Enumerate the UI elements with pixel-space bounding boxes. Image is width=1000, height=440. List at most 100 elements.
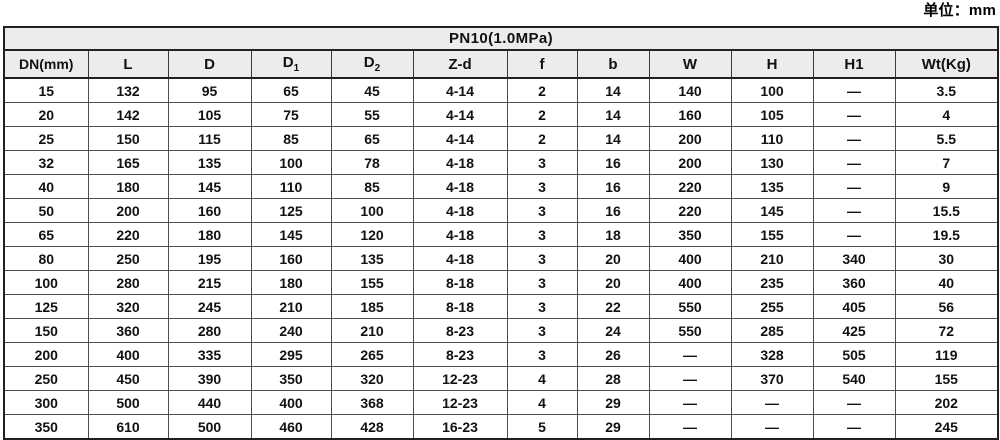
table-cell: 215: [167, 270, 252, 295]
table-cell: 110: [250, 174, 332, 199]
unit-caption: 单位：mm: [923, 2, 996, 19]
table-cell: 240: [250, 318, 332, 343]
table-row: 350 610 500 460 428 16-23 5 29— — —245: [3, 414, 999, 440]
column-header-f: f: [506, 49, 578, 79]
table-cell: 4: [506, 390, 578, 415]
cell-dn: 100: [3, 270, 89, 295]
table-row: 150 360 280 240 210 8-23 3 24 550 285 425 72: [3, 318, 999, 343]
table-cell: 2: [506, 126, 578, 151]
table-cell: 4-18: [412, 174, 508, 199]
table-cell: 210: [250, 294, 332, 319]
table-cell: —: [812, 126, 896, 151]
column-header-b: b: [576, 49, 650, 79]
table-cell: 110: [730, 126, 814, 151]
column-header-wtkg: Wt(Kg): [894, 49, 999, 79]
column-header-label: H: [766, 55, 778, 73]
table-cell: 165: [87, 150, 169, 175]
table-cell: 28: [576, 366, 650, 391]
table-cell: 340: [812, 246, 896, 271]
table-cell: 24: [576, 318, 650, 343]
column-header-label: f: [539, 55, 545, 73]
table-cell: 155: [730, 222, 814, 247]
table-cell: 400: [250, 390, 332, 415]
table-title: PN10(1.0MPa): [3, 26, 999, 51]
column-header-h1: H1: [812, 49, 896, 79]
column-header-label: L: [123, 55, 133, 73]
column-header-l: L: [87, 49, 169, 79]
cell-dn: 300: [3, 390, 89, 415]
table-cell: 550: [648, 318, 732, 343]
table-cell: 85: [250, 126, 332, 151]
table-cell: 328: [730, 342, 814, 367]
table-cell: 72: [894, 318, 999, 343]
table-cell: 26: [576, 342, 650, 367]
table-cell: —: [648, 414, 732, 440]
table-cell: 95: [167, 77, 252, 103]
column-header-d2: D2: [330, 49, 414, 79]
column-header-label: b: [608, 55, 618, 73]
table-title-row: PN10(1.0MPa): [3, 26, 999, 51]
column-header-label: D: [363, 54, 375, 71]
column-header-z-d: Z-d: [412, 49, 508, 79]
table-cell: 5.5: [894, 126, 999, 151]
table-cell: 100: [250, 150, 332, 175]
table-cell: 405: [812, 294, 896, 319]
table-cell: 200: [87, 198, 169, 223]
table-cell: 280: [87, 270, 169, 295]
table-cell: 155: [330, 270, 414, 295]
table-cell: 135: [330, 246, 414, 271]
table-cell: 3: [506, 246, 578, 271]
table-cell: 150: [87, 126, 169, 151]
column-header-subscript: 2: [374, 63, 381, 74]
cell-dn: 65: [3, 222, 89, 247]
column-header-d: D: [167, 49, 252, 79]
table-cell: 4-14: [412, 126, 508, 151]
table-cell: 220: [648, 198, 732, 223]
table-cell: 19.5: [894, 222, 999, 247]
table-cell: 400: [648, 246, 732, 271]
table-cell: 105: [167, 102, 252, 127]
table-row: 15 132 95 65 45 4-14 2 14 140 100—3.5: [3, 77, 999, 103]
table-cell: 8-18: [412, 270, 508, 295]
table-cell: 368: [330, 390, 414, 415]
table-cell: 180: [87, 174, 169, 199]
table-cell: 145: [730, 198, 814, 223]
table-cell: 500: [167, 414, 252, 440]
table-cell: 200: [648, 150, 732, 175]
table-cell: 220: [87, 222, 169, 247]
table-cell: 105: [730, 102, 814, 127]
table-cell: 135: [167, 150, 252, 175]
table-cell: 8-18: [412, 294, 508, 319]
table-cell: 4-18: [412, 150, 508, 175]
table-cell: 180: [250, 270, 332, 295]
table-cell: —: [812, 198, 896, 223]
table-cell: 119: [894, 342, 999, 367]
table-cell: 160: [250, 246, 332, 271]
table-cell: 7: [894, 150, 999, 175]
table-head: PN10(1.0MPa) DN(mm) L D D1 D2 Z-d f b W H H1 Wt(Kg): [3, 26, 999, 79]
table-row: 40 180 145 110 85 4-18 3 16 220 135—9: [3, 174, 999, 199]
table-cell: 540: [812, 366, 896, 391]
table-cell: 500: [87, 390, 169, 415]
table-cell: 155: [894, 366, 999, 391]
column-header-label: Wt(Kg): [921, 55, 971, 73]
table-cell: 295: [250, 342, 332, 367]
table-cell: 4-18: [412, 246, 508, 271]
column-header-dnmm: DN(mm): [3, 49, 89, 79]
cell-dn: 150: [3, 318, 89, 343]
column-header-d1: D1: [250, 49, 332, 79]
table-cell: 4-18: [412, 222, 508, 247]
table-cell: 75: [250, 102, 332, 127]
table-cell: 30: [894, 246, 999, 271]
table-cell: 390: [167, 366, 252, 391]
table-row: 25 150 115 85 65 4-14 2 14 200 110—5.5: [3, 126, 999, 151]
cell-dn: 40: [3, 174, 89, 199]
cell-dn: 125: [3, 294, 89, 319]
table-body: 15 132 95 65 45 4-14 2 14 140 100—3.5 20 142 105 75 55…: [3, 77, 999, 440]
table-cell: 210: [330, 318, 414, 343]
table-cell: 4-14: [412, 77, 508, 103]
column-header-label: Z-d: [448, 55, 472, 73]
table-cell: 202: [894, 390, 999, 415]
table-cell: 56: [894, 294, 999, 319]
table-cell: 8-23: [412, 318, 508, 343]
